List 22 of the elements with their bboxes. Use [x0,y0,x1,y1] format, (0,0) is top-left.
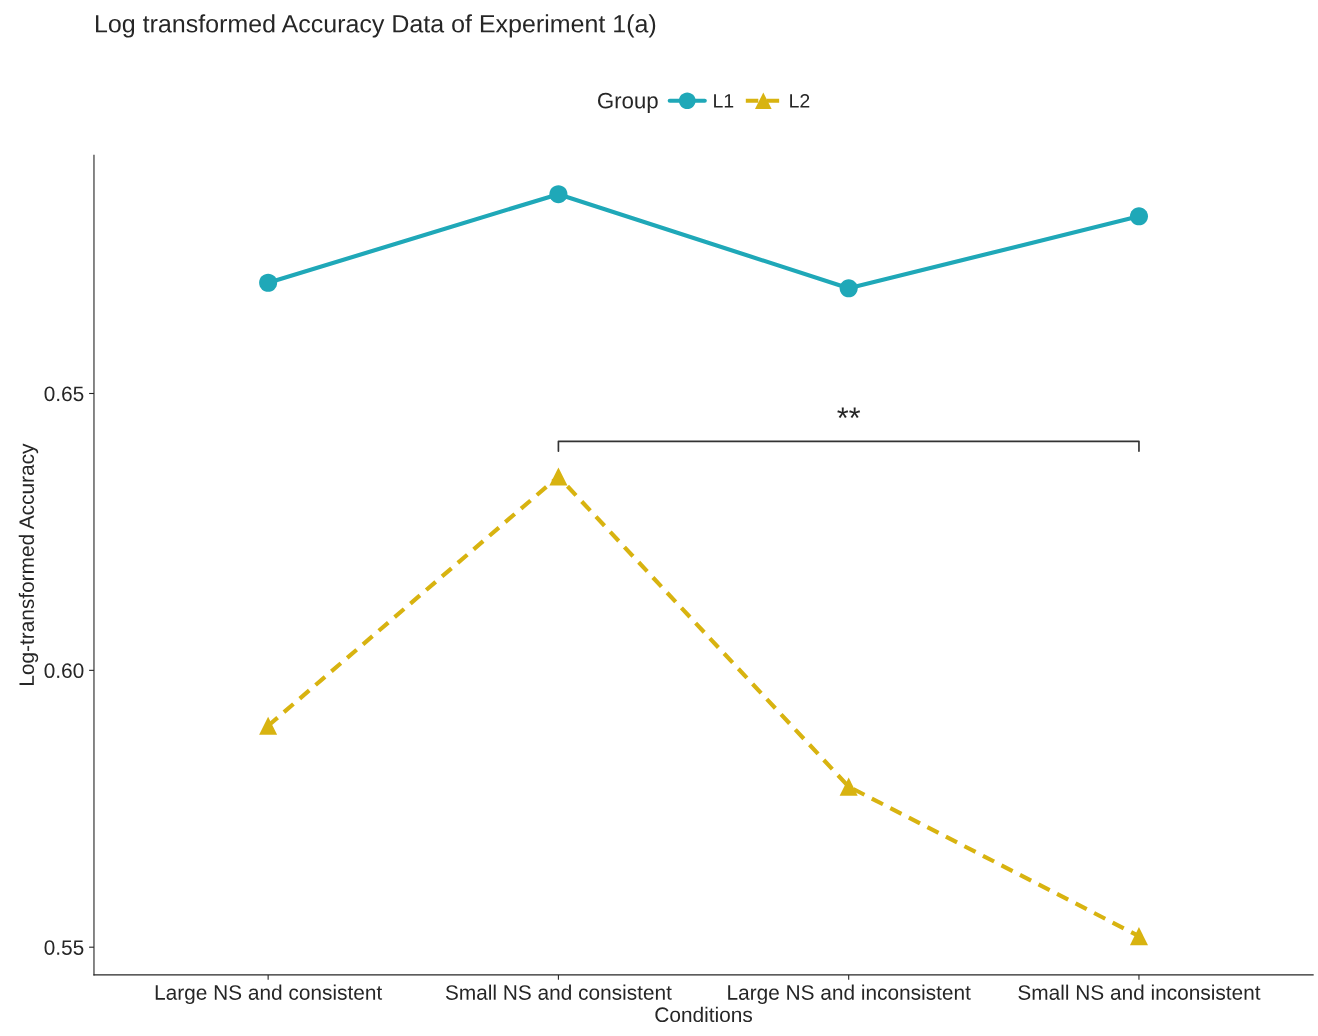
x-tick-label: Large NS and consistent [155,984,383,1005]
x-tick-label: Small NS and consistent [445,984,672,1000]
point [259,716,278,735]
legend-label: L1 [714,94,734,108]
point [259,273,278,292]
legend-label: L2 [790,93,810,108]
point [1129,207,1148,226]
point [839,279,858,298]
y-axis-title: Log-transformed Accuracy [18,443,39,685]
annotation: ** [837,407,861,419]
x-tick-label: Large NS and inconsistent [728,984,971,1005]
x-axis-title: Conditions [655,1006,753,1023]
x-tick-label: Small NS and inconsistent [1018,984,1261,1000]
point [839,777,858,796]
point [549,185,568,204]
y-tick-label: 0.65 [44,386,84,402]
legend-title: Group [598,92,658,113]
point [549,467,568,486]
y-tick-label: 0.60 [44,663,84,679]
chart-title: Log transformed Accuracy Data of Experiment 1(a) [96,14,656,38]
y-tick-label: 0.55 [44,940,84,955]
point [1129,927,1148,946]
